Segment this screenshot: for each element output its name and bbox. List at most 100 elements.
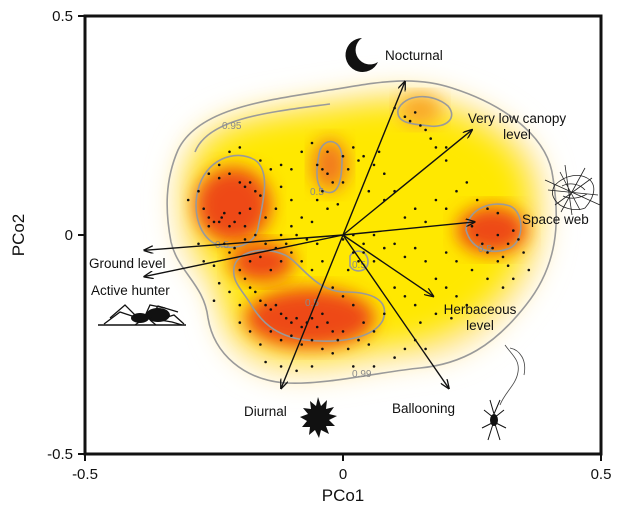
data-point	[357, 260, 360, 263]
data-point	[413, 246, 417, 250]
vector-label: Space web	[522, 212, 589, 227]
data-point	[444, 207, 448, 210]
data-point	[326, 150, 329, 154]
data-point	[501, 286, 505, 289]
data-point	[279, 163, 283, 167]
data-point	[220, 216, 223, 219]
contour-05-top	[316, 140, 343, 194]
data-point	[413, 303, 417, 307]
data-point	[470, 224, 474, 228]
data-point	[233, 246, 236, 250]
contour-05-bottom	[232, 249, 386, 342]
data-point	[352, 146, 355, 149]
data-point	[315, 163, 319, 167]
sun-icon	[300, 397, 337, 438]
data-point	[228, 150, 231, 154]
data-point	[269, 268, 273, 272]
data-point	[465, 303, 469, 307]
data-point	[346, 347, 350, 351]
data-point	[450, 316, 453, 320]
data-point	[310, 365, 314, 368]
data-point	[434, 146, 438, 149]
data-point	[419, 321, 422, 324]
data-point	[310, 268, 314, 272]
data-point	[295, 316, 298, 320]
data-point	[207, 216, 211, 219]
data-point	[207, 172, 211, 175]
data-point	[264, 303, 267, 307]
data-point	[300, 260, 304, 263]
data-point	[341, 154, 345, 158]
data-point	[290, 251, 293, 254]
data-point	[352, 365, 355, 368]
data-point	[238, 303, 242, 307]
contour-label-05-top: 0.5	[310, 187, 324, 198]
data-point	[238, 321, 242, 324]
data-point	[486, 277, 489, 281]
data-point	[424, 347, 427, 351]
data-point	[284, 242, 288, 246]
vector-arrow	[281, 234, 344, 388]
data-point	[455, 295, 458, 298]
data-point	[264, 242, 267, 246]
data-point	[522, 251, 525, 254]
data-point	[496, 260, 500, 263]
data-point	[512, 229, 515, 232]
x-tick-label: -0.5	[72, 466, 98, 483]
data-point	[186, 198, 190, 202]
data-point	[326, 172, 329, 175]
data-point	[331, 330, 335, 333]
data-point	[315, 325, 319, 329]
contour-label-05-bottom: 0.5	[305, 298, 319, 309]
data-point	[465, 181, 469, 184]
data-point	[419, 124, 422, 127]
y-axis-title: PCo2	[9, 214, 28, 257]
data-point	[341, 330, 345, 333]
data-point	[197, 242, 200, 246]
space-web-icon	[544, 164, 601, 216]
data-point	[310, 338, 314, 342]
data-point	[243, 224, 247, 228]
data-point	[274, 303, 278, 307]
x-tick-label: 0	[339, 466, 347, 483]
data-point	[357, 159, 360, 162]
data-point	[212, 299, 216, 303]
data-point	[434, 312, 438, 316]
data-point	[315, 242, 319, 246]
data-point	[217, 281, 221, 285]
data-point	[238, 146, 242, 149]
data-point	[300, 325, 304, 329]
data-point	[217, 176, 221, 180]
data-point	[429, 137, 433, 140]
vector-arrow	[342, 234, 433, 296]
data-point	[383, 172, 386, 175]
vector-label: Herbaceous level	[444, 302, 517, 333]
data-point	[279, 233, 283, 237]
data-point	[372, 233, 376, 237]
data-point	[475, 233, 479, 237]
data-point	[217, 220, 221, 224]
data-point	[243, 238, 247, 241]
data-point	[455, 189, 458, 193]
data-point	[393, 286, 396, 289]
data-point	[372, 330, 376, 333]
data-point	[228, 172, 231, 175]
data-point	[321, 347, 324, 351]
contour-label-095: 0.95	[222, 121, 242, 132]
data-point	[254, 290, 257, 294]
contour-05-left	[195, 154, 266, 249]
data-point	[305, 238, 309, 241]
ground-spider-icon	[98, 304, 186, 326]
data-point	[326, 207, 329, 210]
data-point	[393, 242, 396, 246]
y-tick-label: 0	[65, 227, 73, 244]
data-point	[321, 260, 324, 263]
vector-label: Ground level	[89, 256, 166, 271]
data-point	[331, 352, 335, 355]
data-point	[207, 224, 211, 228]
density-hotspot-upper-right	[398, 94, 442, 126]
data-point	[228, 224, 231, 228]
data-point	[377, 150, 381, 154]
data-point	[455, 260, 458, 263]
y-tick-label: 0.5	[52, 8, 73, 25]
